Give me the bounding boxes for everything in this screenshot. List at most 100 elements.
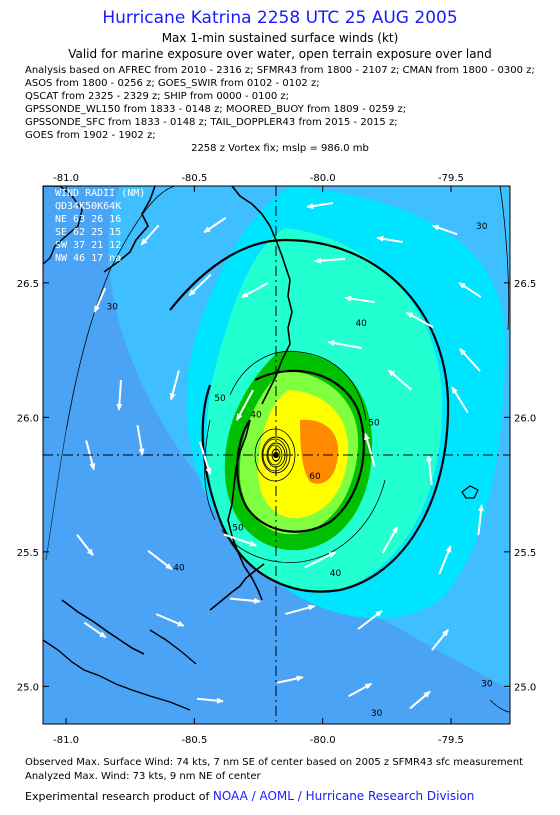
wind-vector-arrow xyxy=(203,216,227,234)
x-tick-top: -80.0 xyxy=(310,173,336,184)
wind-vector-arrow xyxy=(344,295,375,304)
wind-vector-arrow xyxy=(76,534,94,557)
wind-vector-arrow xyxy=(136,425,145,456)
y-tick-right: 26.5 xyxy=(514,279,536,290)
y-tick-left: 26.0 xyxy=(17,413,39,424)
x-tick-top: -81.0 xyxy=(53,173,79,184)
contour-label: 50 xyxy=(214,394,226,404)
analysis-line: GPSSONDE_WL150 from 1833 - 0148 z; MOORE… xyxy=(25,104,407,115)
wind-vector-arrow xyxy=(451,386,469,414)
wind-vector-arrow xyxy=(381,526,399,554)
wind-vector-arrow xyxy=(140,224,160,246)
wind-vector-arrow xyxy=(83,621,107,639)
wind-vector-arrow xyxy=(306,202,334,210)
wind-vector-arrow xyxy=(314,257,346,264)
wind-vector-arrow xyxy=(236,389,254,421)
wind-vector-arrow xyxy=(431,224,458,236)
contour-label: 40 xyxy=(330,569,342,579)
analysis-line: ASOS from 1800 - 0256 z; GOES_SWIR from … xyxy=(25,78,320,89)
florida-keys xyxy=(43,629,197,711)
wind-vector-arrow xyxy=(229,597,261,604)
wind-radii-row-sw: SW 37 21 12 xyxy=(55,240,121,251)
wind-radii-row-nw: NW 46 17 na xyxy=(55,253,121,264)
contour-label: 30 xyxy=(107,303,119,313)
contour-label: 30 xyxy=(371,709,383,719)
wind-radii-header: WIND RADII (NM) xyxy=(55,188,145,199)
wind-vector-arrow xyxy=(431,629,449,651)
analysis-line: GOES from 1902 - 1902 z; xyxy=(25,130,156,141)
wind-vector-arrow xyxy=(327,340,362,349)
contour-label: 30 xyxy=(476,222,488,232)
contour-50kt xyxy=(236,369,365,533)
contour-label: 50 xyxy=(368,418,380,428)
wind-vector-arrow xyxy=(364,432,376,467)
analysis-line: Analysis based on AFREC from 2010 - 2316… xyxy=(25,65,535,76)
analysis-line: QSCAT from 2325 - 2329 z; SHIP from 0000… xyxy=(25,91,289,102)
wind-vectors xyxy=(76,202,484,710)
wind-vector-arrow xyxy=(387,369,412,391)
contour-label: 30 xyxy=(481,679,493,689)
credit-org-link[interactable]: NOAA / AOML / Hurricane Research Divisio… xyxy=(212,789,475,803)
contour-40kt xyxy=(169,238,450,593)
y-tick-right: 25.5 xyxy=(514,548,536,559)
wind-vector-arrow xyxy=(285,604,316,615)
contour-label: 40 xyxy=(173,564,185,574)
observed-max-wind: Observed Max. Surface Wind: 74 kts, 7 nm… xyxy=(25,757,524,768)
y-tick-left: 25.5 xyxy=(17,548,39,559)
axis-ticks xyxy=(43,186,510,724)
wind-vector-arrow xyxy=(438,545,452,575)
x-tick-bottom: -80.5 xyxy=(181,735,207,746)
wind-vector-arrow xyxy=(155,613,185,627)
credit-prefix: Experimental research product of xyxy=(25,790,210,803)
analysis-line: GPSSONDE_SFC from 1833 - 0148 z; TAIL_DO… xyxy=(25,117,398,128)
wind-vector-arrow xyxy=(188,273,212,297)
analysis-sources: Analysis based on AFREC from 2010 - 2316… xyxy=(25,64,535,142)
y-tick-right: 25.0 xyxy=(514,682,536,693)
vortex-fix: 2258 z Vortex fix; mslp = 986.0 mb xyxy=(191,143,369,154)
wind-vector-arrow xyxy=(277,675,304,684)
wind-vector-arrow xyxy=(304,551,337,569)
x-tick-top: -79.5 xyxy=(438,173,464,184)
wind-vector-arrow xyxy=(376,235,403,244)
chart-subtitle-exposure: Valid for marine exposure over water, op… xyxy=(68,47,492,61)
y-tick-right: 26.0 xyxy=(514,413,536,424)
wind-band-orange xyxy=(300,419,339,484)
contour-label: 40 xyxy=(250,410,262,420)
wind-vector-arrow xyxy=(458,282,482,298)
wind-vector-arrow xyxy=(459,348,481,372)
wind-vector-arrow xyxy=(198,441,212,476)
wind-vector-arrow xyxy=(147,550,173,570)
chart-title: Hurricane Katrina 2258 UTC 25 AUG 2005 xyxy=(102,8,458,28)
wind-vector-arrow xyxy=(223,533,258,547)
contour-label: 40 xyxy=(355,319,367,329)
wind-radii-row-ne: NE 63 26 16 xyxy=(55,214,121,225)
wind-radii-columns: QD34K50K64K xyxy=(55,201,121,212)
wind-vector-arrow xyxy=(348,682,373,698)
wind-vector-arrow xyxy=(357,610,383,630)
island-outline xyxy=(461,485,479,499)
x-tick-top: -80.5 xyxy=(181,173,207,184)
wind-vector-arrow xyxy=(116,379,123,411)
wind-vector-arrow xyxy=(405,311,434,329)
y-tick-left: 25.0 xyxy=(17,682,39,693)
storm-center-marker xyxy=(273,452,279,458)
chart-subtitle-wind: Max 1-min sustained surface winds (kt) xyxy=(161,31,399,45)
plot-frame xyxy=(42,185,511,725)
wind-vector-arrow xyxy=(93,287,107,313)
wind-vector-arrow xyxy=(169,370,180,401)
contour-label: 50 xyxy=(232,523,244,533)
contour-label: 60 xyxy=(309,472,321,482)
wind-contour-map: 30 30 30 30 40 40 40 50 50 50 40 60 -81.0 -80.5 -80… xyxy=(17,173,537,746)
wind-vector-arrow xyxy=(477,504,484,536)
contour-labels: 30 30 30 30 40 40 40 50 50 50 40 60 xyxy=(107,222,493,719)
credit-line: Experimental research product of NOAA / … xyxy=(25,789,474,803)
wind-radii-table: WIND RADII (NM) QD34K50K64K NE 63 26 16 … xyxy=(55,188,145,264)
x-tick-bottom: -79.5 xyxy=(438,735,464,746)
wind-vector-arrow xyxy=(240,281,269,299)
coastline xyxy=(61,186,293,655)
wind-vector-arrow xyxy=(409,690,431,710)
wind-radii-row-se: SE 62 25 15 xyxy=(55,227,121,238)
x-tick-bottom: -80.0 xyxy=(310,735,336,746)
wind-vector-arrow xyxy=(196,697,224,704)
y-tick-left: 26.5 xyxy=(17,279,39,290)
